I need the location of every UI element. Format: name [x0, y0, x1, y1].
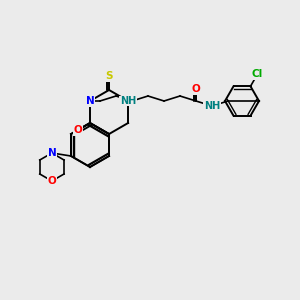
- Text: O: O: [47, 176, 56, 186]
- Text: Cl: Cl: [252, 69, 263, 79]
- Text: O: O: [192, 84, 200, 94]
- Text: NH: NH: [120, 96, 136, 106]
- Text: S: S: [105, 71, 113, 81]
- Text: O: O: [74, 125, 82, 135]
- Text: N: N: [85, 96, 94, 106]
- Text: N: N: [47, 148, 56, 158]
- Text: NH: NH: [204, 101, 220, 111]
